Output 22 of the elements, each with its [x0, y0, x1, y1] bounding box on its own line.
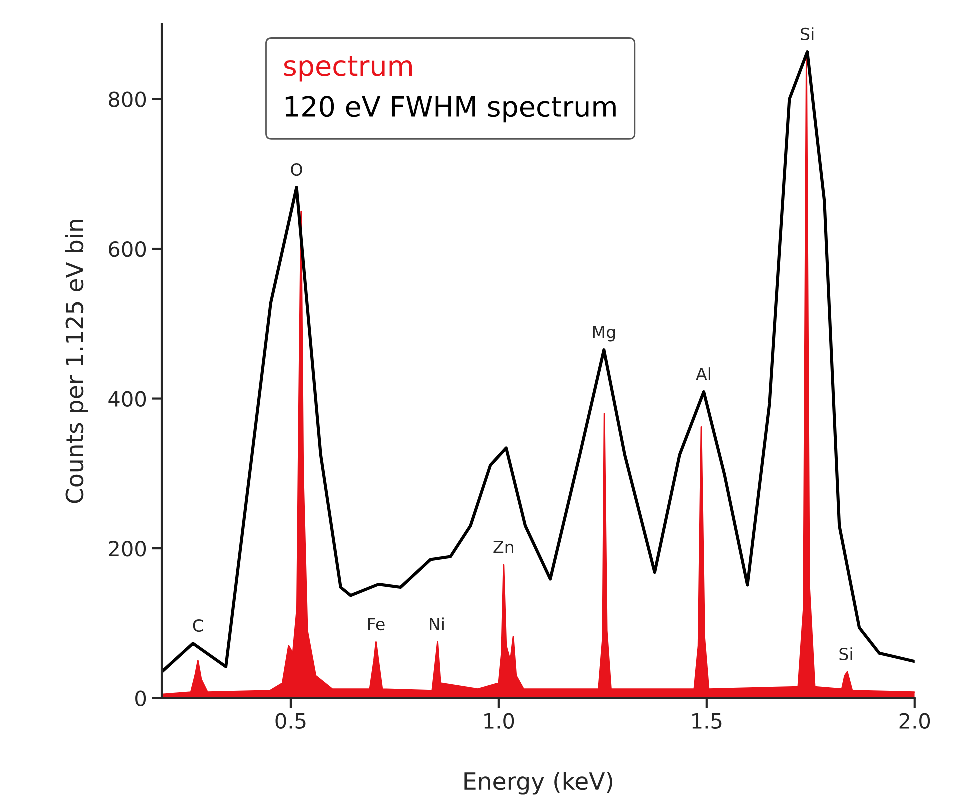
y-tick-label: 0	[136, 690, 146, 707]
x-axis-title: Energy (keV)	[464, 772, 612, 795]
x-tick-label: 2.0	[900, 713, 930, 730]
annotation: Mg	[593, 326, 616, 342]
x-tick-label: 1.0	[484, 713, 514, 730]
y-tick-label: 400	[108, 391, 146, 407]
annotation: O	[291, 163, 302, 176]
annotation: Zn	[494, 541, 514, 554]
annotation: Si	[801, 28, 814, 41]
x-tick-label: 0.5	[276, 713, 306, 730]
y-tick-label: 800	[109, 92, 146, 108]
annotation: Fe	[368, 618, 385, 631]
annotation: Si	[840, 648, 852, 661]
annotation: Ni	[430, 618, 444, 630]
annotation: Al	[696, 368, 710, 380]
y-axis-title: Counts per 1.125 eV bin	[65, 220, 88, 504]
text: 120 eV FWHM spectrum	[286, 96, 616, 123]
annotation: C	[193, 619, 204, 632]
y-tick-label: 600	[109, 241, 146, 258]
y-tick-label: 200	[109, 541, 146, 557]
x-tick-label: 1.5	[692, 714, 722, 730]
text: spectrum	[284, 56, 412, 82]
